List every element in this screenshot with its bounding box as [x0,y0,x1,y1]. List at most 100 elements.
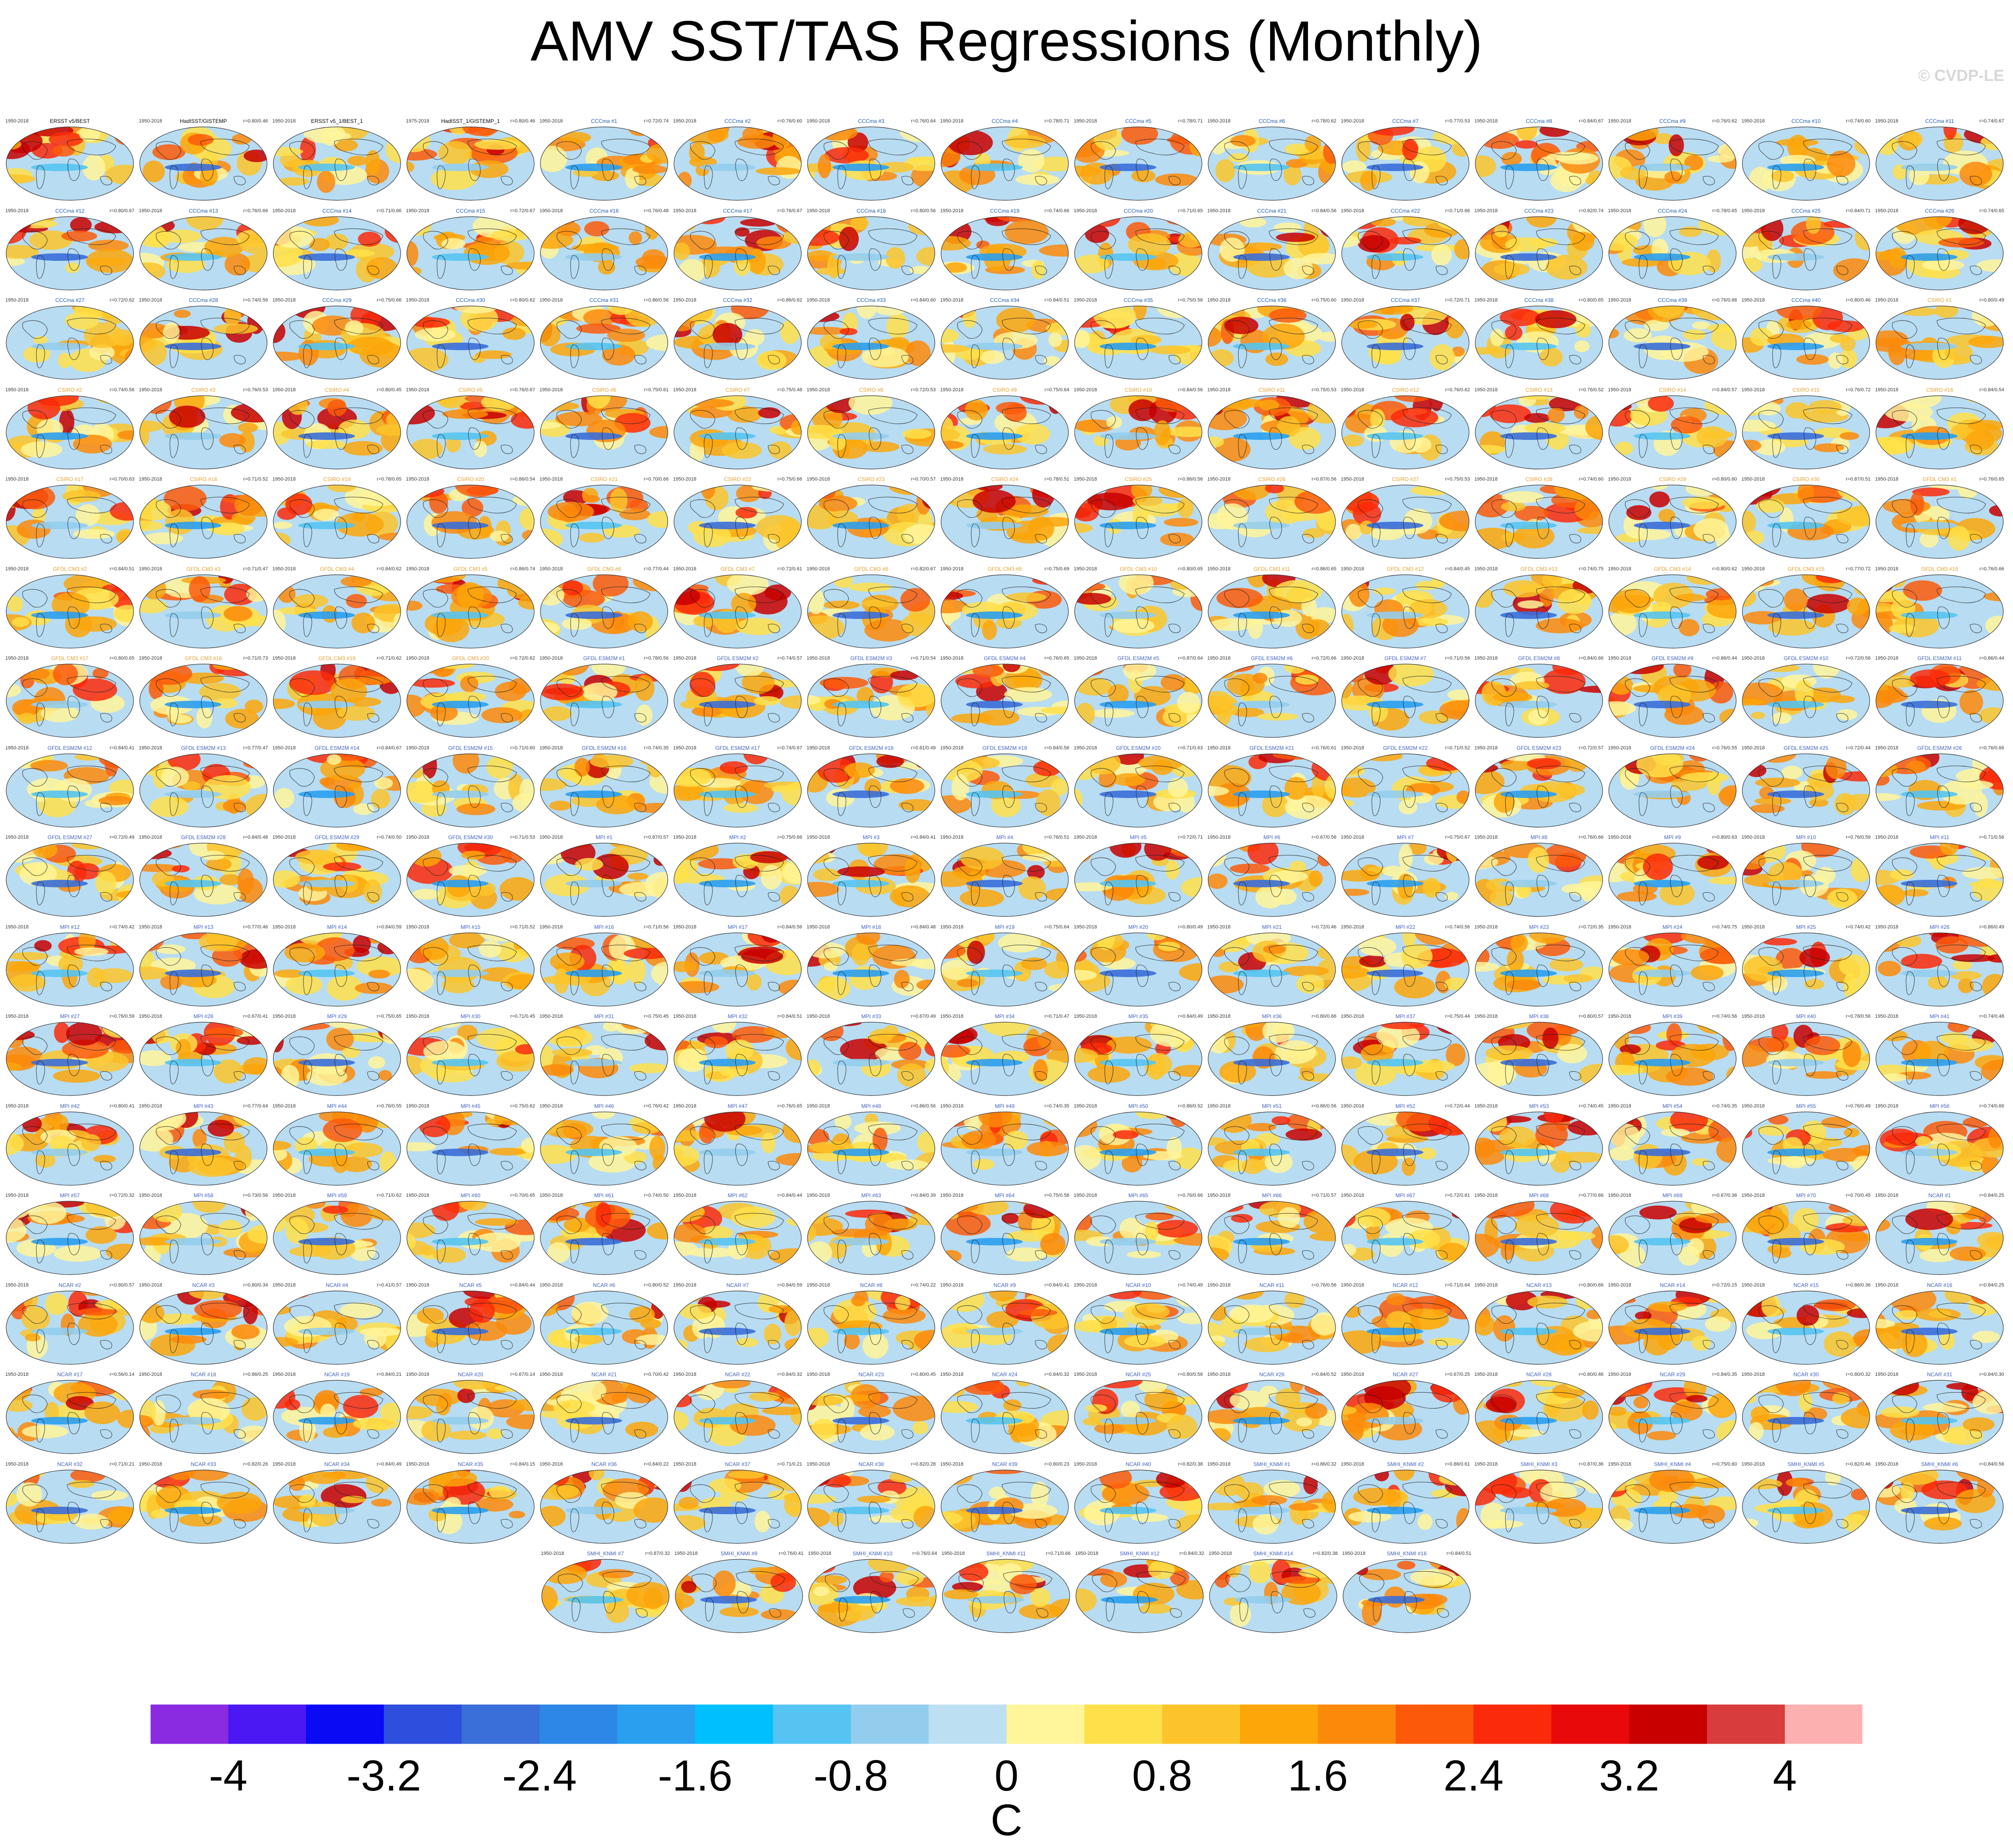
panel-pattern-correlation: r=0.84/0.48 [243,835,268,840]
regression-map [1875,1469,2004,1544]
panel-period: 1950-2018 [1474,835,1498,840]
panel-name: MPI #65 [1128,1192,1148,1199]
regression-map [1475,216,1603,290]
panel-header: 1950-2018 CSIRO #18 r=0.71/0.52 [137,475,270,483]
panel-header: 1950-2018 MPI #5 r=0.72/0.71 [1072,833,1205,841]
panel-name: CSIRO #6 [592,386,616,393]
panel-header: 1950-2018 NCAR #16 r=0.84/0.25 [1873,1281,2006,1289]
panel-header: 1950-2018 MPI #32 r=0.84/0.51 [671,1012,804,1020]
panel-name: MPI #19 [995,924,1015,930]
panel-period: 1950-2018 [1474,387,1498,393]
panel-period: 1950-2018 [406,387,429,393]
panel-pattern-correlation: r=0.70/0.63 [110,477,134,482]
regression-map [1208,1022,1336,1096]
panel-pattern-correlation: r=0.76/0.66 [1979,745,2004,751]
regression-map [1341,843,1470,917]
panel-period: 1950-2018 [1741,1461,1765,1467]
panel-pattern-correlation: r=0.76/0.55 [1712,745,1737,751]
panel-period: 1950-2018 [139,745,162,751]
panel-pattern-correlation: r=0.84/0.41 [1045,1282,1069,1288]
panel-period: 1950-2018 [406,1193,429,1198]
panel-header: 1950-2018 GFDL CM3 #6 r=0.77/0.44 [538,565,670,573]
regression-map [273,216,401,290]
panel-period: 1950-2018 [540,745,563,751]
panel-header: 1950-2018 NCAR #34 r=0.84/0.49 [271,1460,403,1468]
panel-period: 1950-2018 [406,1014,429,1019]
panel-pattern-correlation: r=0.77/0.72 [1846,566,1871,572]
panel-name: GFDL ESM2M #26 [1917,745,1962,751]
panel-period: 1950-2018 [1074,1461,1097,1467]
panel-period: 1950-2018 [1608,745,1631,751]
panel-header: 1950-2018 MPI #39 r=0.74/0.56 [1606,1012,1739,1020]
regression-map [1074,485,1202,559]
panel-period: 1950-2018 [673,1282,697,1288]
panel-pattern-correlation: r=0.84/0.51 [1045,298,1069,303]
panel-header: 1950-2018 NCAR #15 r=0.86/0.36 [1740,1281,1872,1289]
panel-header: 1950-2018 MPI #15 r=0.71/0.52 [404,923,537,931]
panel-period: 1950-2018 [673,1372,697,1377]
regression-map [1341,574,1470,649]
panel-header: 1950-2018 GFDL CM3 #9 r=0.75/0.69 [938,565,1071,573]
panel-pattern-correlation: r=0.71/0.56 [1979,835,2004,840]
panel-name: CSIRO #3 [191,386,216,393]
panel-period: 1950-2018 [540,1282,563,1288]
regression-map [406,932,535,1007]
panel-pattern-correlation: r=0.74/0.60 [1579,477,1604,482]
panel-name: MPI #14 [327,924,347,930]
panel-header: 1950-2018 CSIRO #6 r=0.75/0.61 [538,386,670,394]
panel-header: 1950-2018 MPI #61 r=0.74/0.50 [538,1191,670,1199]
panel-pattern-correlation: r=0.72/0.53 [911,387,936,393]
panel-name: CSIRO #27 [1392,476,1419,482]
panel-period: 1950-2018 [406,1461,429,1467]
panel-pattern-correlation: r=0.71/0.66 [377,208,402,214]
panel-pattern-correlation: r=0.84/0.67 [377,745,402,751]
panel-name: NCAR #39 [992,1461,1018,1467]
panel-pattern-correlation: r=0.86/0.49 [1979,924,2004,930]
regression-map [674,395,802,470]
panel-pattern-correlation: r=0.84/0.56 [777,924,802,930]
panel-name: GFDL ESM2M #25 [1783,745,1829,751]
panel-header: 1950-2018 ERSST v5/BEST [4,117,136,125]
panel-header: 1950-2018 GFDL CM3 #4 r=0.84/0.62 [271,565,403,573]
panel-period: 1950-2018 [139,298,162,303]
panel-pattern-correlation: r=0.82/0.67 [911,566,936,572]
panel-name: CSIRO #24 [991,476,1018,482]
panel-pattern-correlation: r=0.76/0.72 [1846,387,1871,393]
regression-map [1742,664,1870,738]
panel-pattern-correlation: r=0.80/0.46 [243,118,268,124]
regression-map [1608,1022,1737,1096]
panel-name: GFDL CM3 #2 [53,565,87,572]
regression-map [1208,485,1336,559]
panel-header: 1950-2018 GFDL ESM2M #4 r=0.76/0.65 [938,654,1071,662]
panel-pattern-correlation: r=0.74/0.66 [1979,1103,2004,1109]
panel-name: CCCma #29 [322,297,352,303]
panel-header: 1950-2018 MPI #7 r=0.75/0.67 [1339,833,1472,841]
panel-header: 1950-2018 CSIRO #9 r=0.75/0.64 [938,386,1071,394]
regression-map [674,1469,802,1544]
panel-pattern-correlation: r=0.71/0.52 [243,477,268,482]
panel-period: 1950-2018 [807,924,830,930]
panel-pattern-correlation: r=0.75/0.53 [1312,387,1336,393]
regression-map [1208,1290,1336,1365]
panel-period: 1950-2018 [1875,1103,1898,1109]
panel-period: 1950-2018 [139,118,162,124]
panel-name: GFDL ESM2M #9 [1651,655,1694,661]
panel-header: 1950-2018 MPI #33 r=0.67/0.49 [805,1012,938,1020]
regression-map [406,843,535,917]
panel-name: SMHI_KNMI #7 [587,1550,624,1557]
colorbar-swatch [773,1704,851,1744]
panel-name: CCCma #3 [858,118,884,124]
panel-name: MPI #57 [60,1192,80,1199]
regression-map [941,1469,1069,1544]
regression-map [674,664,802,738]
panel-period: 1950-2018 [1875,387,1898,393]
panel-header: 1950-2018 HadISST/GISTEMP r=0.80/0.46 [137,117,270,125]
panel-header: 1950-2018 CSIRO #4 r=0.80/0.45 [271,386,403,394]
panel-header: 1950-2018 GFDL ESM2M #26 r=0.76/0.66 [1873,744,2006,752]
panel-period: 1950-2018 [940,1282,964,1288]
panel-pattern-correlation: r=0.71/0.66 [1445,208,1470,214]
panel-name: CSIRO #14 [1659,386,1686,393]
colorbar-swatch [540,1704,618,1744]
panel-period: 1950-2018 [1341,656,1364,661]
panel-pattern-correlation: r=0.72/0.61 [777,566,802,572]
